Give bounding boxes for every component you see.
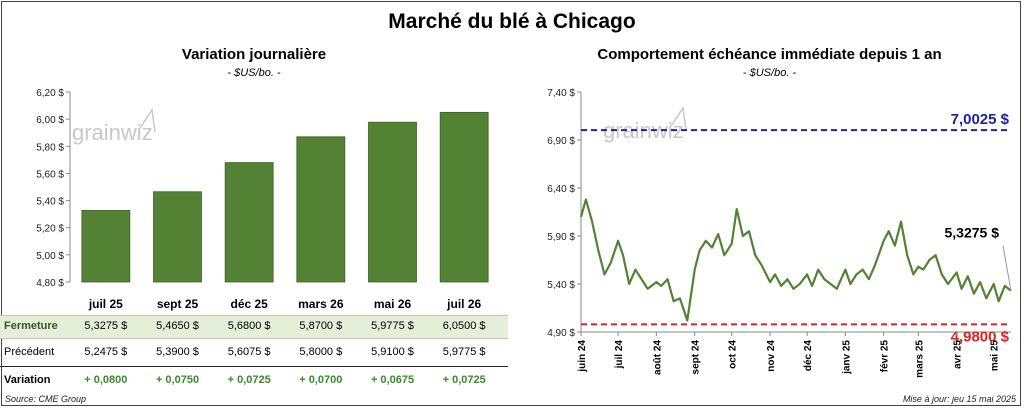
y-tick-label: 6,20 $: [36, 88, 64, 99]
table-cell: 5,9775 $: [442, 346, 486, 358]
table-row-variation: Variation + 0,0800 + 0,0750 + 0,0725 + 0,07…: [0, 370, 508, 392]
x-tick-label: janv 25: [841, 340, 852, 375]
y-tick-label: 5,90 $: [547, 232, 575, 243]
table-cell: 5,3900 $: [156, 346, 199, 358]
table-cell: 6,0500 $: [442, 320, 486, 332]
line-chart-title: Comportement échéance immédiate depuis 1…: [597, 46, 942, 63]
x-tick-label: avr 25: [953, 340, 964, 369]
x-tick-label: nov 24: [766, 340, 777, 372]
bar-chart-unit: - $US/bo. -: [227, 67, 281, 79]
logo-mark: [670, 105, 687, 131]
x-tick-label: mai 25: [990, 340, 1001, 372]
x-tick-label: août 24: [652, 340, 663, 375]
row-label-close: Fermeture: [4, 320, 58, 332]
table-cell: 5,9100 $: [371, 346, 414, 358]
last-value-leader: [1002, 245, 1012, 292]
y-tick-label: 5,80 $: [36, 142, 64, 153]
y-tick-label: 6,00 $: [36, 115, 64, 126]
x-tick-label: juin 24: [577, 340, 588, 373]
y-tick-label: 5,20 $: [36, 224, 64, 235]
logo-mark: [139, 107, 156, 133]
table-cell: 5,8000 $: [299, 346, 343, 358]
table-cell: + 0,0675: [370, 374, 415, 386]
y-tick-label: 4,80 $: [36, 278, 64, 289]
table-cell: 5,2475 $: [84, 346, 128, 358]
table-row-close: Fermeture 5,3275 $ 5,4650 $ 5,6800 $ 5,8700…: [0, 315, 508, 339]
y-tick-label: 4,90 $: [547, 328, 575, 339]
bar: [296, 136, 346, 283]
bar: [153, 191, 202, 283]
page-title: Marché du blé à Chicago: [388, 10, 636, 33]
bar-chart: 4,80 $ 5,00 $ 5,20 $ 5,40 $ 5,60 $ 5,80 $ 6,00…: [36, 88, 489, 311]
bar-chart-title: Variation journalière: [181, 46, 327, 63]
x-tick-label: sept 24: [691, 340, 702, 375]
x-tick-label: sept 25: [157, 297, 199, 311]
ref-label-low: 4,9800 $: [951, 328, 1010, 345]
update-note: Mise à jour: jeu 15 mai 2025: [902, 394, 1016, 404]
table-cell: + 0,0800: [84, 374, 128, 386]
bar: [368, 121, 417, 283]
table-divider: [0, 366, 508, 367]
y-tick-label: 5,40 $: [547, 280, 575, 291]
y-tick-label: 5,00 $: [36, 251, 64, 262]
x-tick-label: mai 26: [374, 297, 412, 311]
line-chart-unit: - $US/bo. -: [742, 67, 797, 79]
y-tick-label: 5,60 $: [36, 169, 64, 180]
x-tick-label: juil 25: [88, 297, 123, 311]
line-chart: 4,90 $5,40 $5,90 $6,40 $6,90 $7,40 $grai…: [547, 88, 1012, 378]
y-tick-label: 6,90 $: [547, 136, 575, 147]
bar: [81, 210, 131, 283]
x-tick-label: mars 26: [298, 297, 344, 311]
source-note: Source: CME Group: [5, 394, 87, 404]
y-tick-label: 6,40 $: [547, 184, 575, 195]
bar: [439, 111, 489, 283]
table-cell: 5,8700 $: [299, 320, 343, 332]
x-tick-label: oct 24: [728, 340, 739, 369]
table-cell: 5,6075 $: [227, 346, 271, 358]
price-series-line: [579, 198, 1012, 322]
x-tick-label: déc 24: [803, 340, 814, 372]
table-cell: + 0,0725: [442, 374, 486, 386]
table-row-previous: Précédent 5,2475 $ 5,3900 $ 5,6075 $ 5,8000…: [0, 342, 508, 364]
y-tick-label: 5,40 $: [36, 197, 64, 208]
row-label-previous: Précédent: [4, 346, 55, 358]
table-cell: + 0,0725: [227, 374, 271, 386]
x-tick-label: déc 25: [230, 297, 268, 311]
row-label-variation: Variation: [4, 374, 51, 386]
table-cell: 5,6800 $: [227, 320, 271, 332]
table-cell: 5,9775 $: [371, 320, 414, 332]
y-tick-label: 7,40 $: [547, 88, 575, 99]
table-cell: + 0,0700: [299, 374, 343, 386]
ref-label-high: 7,0025 $: [951, 111, 1010, 128]
table-cell: + 0,0750: [155, 374, 200, 386]
x-tick-label: juil 24: [614, 340, 625, 370]
x-tick-label: mars 25: [914, 340, 925, 378]
grainwiz-logo: grainwiz: [72, 120, 153, 145]
bar: [224, 162, 274, 283]
table-cell: 5,3275 $: [84, 320, 128, 332]
x-tick-label: juil 26: [446, 297, 481, 311]
table-cell: 5,4650 $: [156, 320, 199, 332]
x-tick-label: févr 25: [880, 340, 891, 373]
last-value-label: 5,3275 $: [945, 225, 1000, 241]
